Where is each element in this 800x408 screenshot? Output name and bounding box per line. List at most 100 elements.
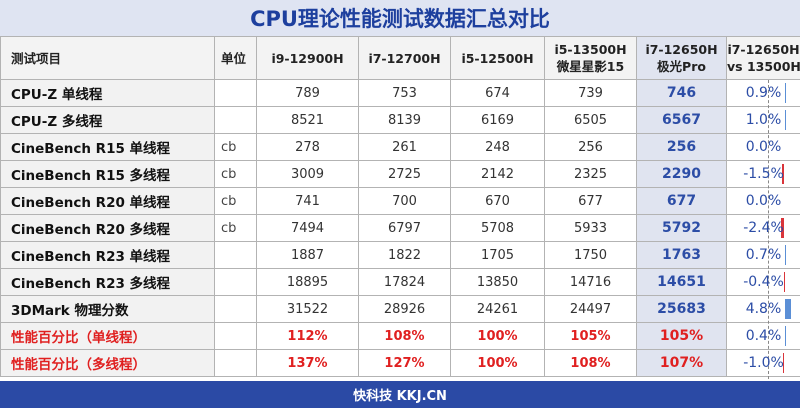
row-unit: cb	[214, 214, 257, 242]
header-col-2-line1: i7-12700H	[368, 50, 441, 66]
cell-col-4: 108%	[544, 349, 637, 377]
diff-value: -2.4%	[743, 220, 784, 236]
cell-diff: 0.4%	[726, 322, 800, 350]
row-item-label: CineBench R15 单线程	[0, 133, 215, 161]
cell-col-5: 107%	[636, 349, 727, 377]
row-unit: cb	[214, 187, 257, 215]
diff-bar	[785, 245, 786, 265]
table-row: 性能百分比（多线程） 137% 127% 100% 108% 107% -1.0%	[0, 349, 800, 377]
cell-col-4: 24497	[544, 295, 637, 323]
table-row: CineBench R20 多线程 cb 7494 6797 5708 5933 5792-…	[0, 214, 800, 242]
row-item-label: 性能百分比（单线程）	[0, 322, 215, 350]
cell-col-3: 2142	[450, 160, 545, 188]
cell-col-1: 1887	[256, 241, 359, 269]
cell-col-1: 112%	[256, 322, 359, 350]
cell-diff: -1.5%	[726, 160, 800, 188]
footer-credit: 快科技 KKJ.CN	[0, 381, 800, 408]
diff-value: -1.0%	[743, 355, 784, 371]
cell-col-5: 677	[636, 187, 727, 215]
row-unit	[214, 106, 257, 134]
cell-diff: 0.0%	[726, 133, 800, 161]
table-row: CineBench R23 单线程 1887 1822 1705 1750 1763 0.7…	[0, 241, 800, 269]
row-unit	[214, 349, 257, 377]
row-item-label: CineBench R23 多线程	[0, 268, 215, 296]
cell-diff: 0.9%	[726, 79, 800, 107]
diff-bar	[782, 353, 784, 373]
header-col-4-line2: 微星星影15	[556, 59, 625, 74]
cell-col-1: 31522	[256, 295, 359, 323]
header-col-5-line2: 极光Pro	[657, 59, 706, 74]
cell-col-1: 8521	[256, 106, 359, 134]
cell-col-3: 6169	[450, 106, 545, 134]
cell-diff: 1.0%	[726, 106, 800, 134]
diff-value: 4.8%	[745, 301, 782, 317]
diff-axis-line	[768, 80, 769, 384]
cell-col-3: 674	[450, 79, 545, 107]
diff-bar	[785, 299, 791, 319]
cell-col-2: 17824	[358, 268, 451, 296]
sheet-title: CPU理论性能测试数据汇总对比	[0, 0, 800, 37]
row-item-label: CineBench R20 单线程	[0, 187, 215, 215]
diff-bar	[785, 110, 787, 130]
row-item-label: 3DMark 物理分数	[0, 295, 215, 323]
cell-col-4: 105%	[544, 322, 637, 350]
cell-col-3: 5708	[450, 214, 545, 242]
cell-col-2: 2725	[358, 160, 451, 188]
cell-col-1: 278	[256, 133, 359, 161]
header-col-1: i9-12900H	[256, 36, 359, 80]
cell-diff: 0.0%	[726, 187, 800, 215]
row-unit	[214, 322, 257, 350]
cell-col-1: 137%	[256, 349, 359, 377]
cell-col-3: 670	[450, 187, 545, 215]
row-unit	[214, 295, 257, 323]
header-col-4-line1: i5-13500H	[554, 42, 627, 57]
header-col-2: i7-12700H	[358, 36, 451, 80]
table-row: CPU-Z 单线程 789 753 674 739 746 0.9%	[0, 79, 800, 107]
cell-diff: 4.8%	[726, 295, 800, 323]
diff-value: 0.7%	[745, 247, 782, 263]
benchmark-table: 测试项目 单位 i9-12900H i7-12700H i5-12500H i5…	[0, 36, 800, 377]
cell-col-2: 1822	[358, 241, 451, 269]
diff-bar	[781, 218, 784, 238]
cell-col-1: 3009	[256, 160, 359, 188]
diff-value: -1.5%	[743, 166, 784, 182]
cell-col-2: 261	[358, 133, 451, 161]
cell-col-5: 2290	[636, 160, 727, 188]
cell-col-5: 105%	[636, 322, 727, 350]
cell-col-1: 789	[256, 79, 359, 107]
header-row: 测试项目 单位 i9-12900H i7-12700H i5-12500H i5…	[0, 36, 800, 80]
row-item-label: 性能百分比（多线程）	[0, 349, 215, 377]
row-unit	[214, 79, 257, 107]
header-col-6: i7-12650H vs 13500H	[726, 36, 800, 80]
diff-value: -0.4%	[743, 274, 784, 290]
header-col-6-line1: i7-12650H	[727, 42, 800, 57]
cell-col-4: 14716	[544, 268, 637, 296]
cell-col-5: 6567	[636, 106, 727, 134]
table-row: CineBench R20 单线程 cb 741 700 670 677 677 0.0%	[0, 187, 800, 215]
header-col-3: i5-12500H	[450, 36, 545, 80]
table-body: CPU-Z 单线程 789 753 674 739 746 0.9% CPU-Z 多线程 852…	[0, 79, 800, 377]
table-row: CineBench R15 多线程 cb 3009 2725 2142 2325 2290-…	[0, 160, 800, 188]
cell-col-2: 6797	[358, 214, 451, 242]
header-col-4: i5-13500H 微星星影15	[544, 36, 637, 80]
header-col-5-line1: i7-12650H	[645, 42, 718, 57]
cell-diff: -0.4%	[726, 268, 800, 296]
cell-col-5: 25683	[636, 295, 727, 323]
cell-col-3: 100%	[450, 349, 545, 377]
cell-col-2: 127%	[358, 349, 451, 377]
table-row: 3DMark 物理分数 31522 28926 24261 24497 25683 4.8%	[0, 295, 800, 323]
cell-col-4: 739	[544, 79, 637, 107]
table-row: 性能百分比（单线程） 112% 108% 100% 105% 105% 0.4%	[0, 322, 800, 350]
cell-col-3: 24261	[450, 295, 545, 323]
row-item-label: CineBench R15 多线程	[0, 160, 215, 188]
diff-value: 1.0%	[745, 112, 782, 128]
cell-col-2: 700	[358, 187, 451, 215]
cell-col-4: 1750	[544, 241, 637, 269]
row-item-label: CineBench R20 多线程	[0, 214, 215, 242]
row-unit	[214, 241, 257, 269]
cell-diff: -1.0%	[726, 349, 800, 377]
cell-col-4: 2325	[544, 160, 637, 188]
diff-bar	[782, 164, 784, 184]
diff-value: 0.0%	[745, 139, 782, 155]
cell-col-4: 256	[544, 133, 637, 161]
